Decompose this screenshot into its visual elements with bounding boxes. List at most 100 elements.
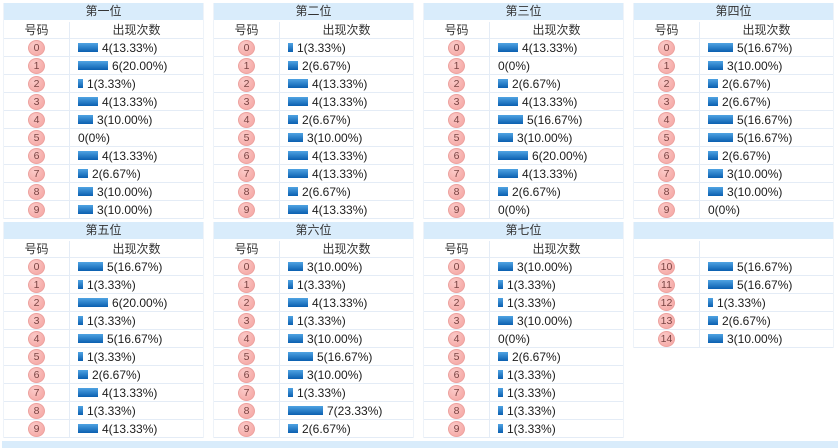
table-title: 第六位: [214, 222, 413, 241]
number-cell: 8: [424, 183, 490, 200]
table-row: 9 0(0%): [424, 201, 623, 219]
count-cell: 3(10.00%): [70, 111, 203, 128]
number-ball: 3: [238, 312, 255, 329]
frequency-bar-icon: [498, 406, 503, 415]
table-row: 0 5(16.67%): [634, 39, 833, 57]
number-ball: 2: [448, 75, 465, 92]
frequency-label: 3(10.00%): [727, 58, 783, 73]
number-cell: 3: [424, 93, 490, 110]
count-cell: 5(16.67%): [700, 258, 833, 275]
table-row: 6 6(20.00%): [424, 147, 623, 165]
frequency-label: 3(10.00%): [727, 184, 783, 199]
frequency-bar-icon: [288, 79, 308, 88]
frequency-bar-icon: [708, 133, 733, 142]
frequency-label: 3(10.00%): [517, 313, 573, 328]
number-ball: 1: [28, 276, 45, 293]
table-row: 6 4(13.33%): [214, 147, 413, 165]
table-row: 1 1(3.33%): [4, 276, 203, 294]
number-ball: 10: [658, 258, 675, 275]
frequency-bar-icon: [288, 151, 308, 160]
table-row: 3 1(3.33%): [4, 312, 203, 330]
number-ball: 2: [448, 294, 465, 311]
number-cell: 4: [4, 330, 70, 347]
number-ball: 5: [28, 129, 45, 146]
number-cell: 4: [4, 111, 70, 128]
number-ball: 3: [658, 93, 675, 110]
count-cell: 1(3.33%): [490, 276, 623, 293]
count-cell: 1(3.33%): [280, 384, 413, 401]
count-cell: 3(10.00%): [280, 366, 413, 383]
table-row: 9 0(0%): [634, 201, 833, 219]
number-cell: 5: [214, 129, 280, 146]
number-cell: 1: [424, 276, 490, 293]
number-cell: 4: [214, 111, 280, 128]
frequency-label: 4(13.33%): [312, 94, 368, 109]
count-cell: 6(20.00%): [70, 57, 203, 74]
table-body: 0 1(3.33%) 1 2(6.67%) 2 4(13.33%) 3 4(13…: [214, 39, 413, 219]
count-cell: 3(10.00%): [280, 129, 413, 146]
frequency-bar-icon: [498, 388, 503, 397]
number-ball: 0: [658, 39, 675, 56]
table-row: 0 3(10.00%): [424, 258, 623, 276]
table-row: 0 1(3.33%): [214, 39, 413, 57]
number-cell: 3: [4, 93, 70, 110]
count-cell: 1(3.33%): [280, 276, 413, 293]
frequency-label: 1(3.33%): [297, 385, 346, 400]
frequency-label: 4(13.33%): [102, 148, 158, 163]
number-cell: 5: [424, 129, 490, 146]
number-cell: 8: [4, 183, 70, 200]
number-cell: 6: [424, 366, 490, 383]
table-header-row: 号码 出现次数: [214, 241, 413, 258]
frequency-label: 6(20.00%): [112, 58, 168, 73]
number-cell: 9: [634, 201, 700, 218]
table-row: 7 3(10.00%): [634, 165, 833, 183]
count-cell: 3(10.00%): [700, 165, 833, 182]
frequency-label: 5(16.67%): [737, 40, 793, 55]
number-ball: 13: [658, 312, 675, 329]
table-row: 6 4(13.33%): [4, 147, 203, 165]
count-cell: 1(3.33%): [70, 402, 203, 419]
number-ball: 6: [28, 366, 45, 383]
count-cell: 4(13.33%): [280, 165, 413, 182]
number-ball: 5: [658, 129, 675, 146]
frequency-bar-icon: [288, 280, 293, 289]
table-row: 7 1(3.33%): [214, 384, 413, 402]
frequency-label: 1(3.33%): [87, 349, 136, 364]
number-ball: 9: [448, 201, 465, 218]
table-body: 10 5(16.67%) 11 5(16.67%) 12 1(3.33%) 13…: [634, 258, 833, 348]
table-row: 6 2(6.67%): [4, 366, 203, 384]
frequency-label: 3(10.00%): [307, 259, 363, 274]
frequency-bar-icon: [498, 133, 513, 142]
number-cell: 8: [214, 402, 280, 419]
number-ball: 7: [448, 165, 465, 182]
count-cell: 1(3.33%): [70, 348, 203, 365]
table-row: 4 5(16.67%): [634, 111, 833, 129]
frequency-label: 1(3.33%): [507, 403, 556, 418]
number-ball: 0: [448, 39, 465, 56]
count-cell: 6(20.00%): [490, 147, 623, 164]
frequency-bar-icon: [78, 79, 83, 88]
table-row: 14 3(10.00%): [634, 330, 833, 348]
number-ball: 3: [28, 312, 45, 329]
number-ball: 6: [448, 366, 465, 383]
frequency-bar-icon: [708, 115, 733, 124]
frequency-bar-icon: [708, 280, 733, 289]
number-ball: 11: [658, 276, 675, 293]
table-row: 6 1(3.33%): [424, 366, 623, 384]
table-row: 9 4(13.33%): [214, 201, 413, 219]
number-cell: 9: [4, 201, 70, 218]
frequency-bar-icon: [498, 316, 513, 325]
frequency-bar-icon: [78, 187, 93, 196]
header-count: 出现次数: [112, 242, 161, 256]
number-ball: 6: [238, 147, 255, 164]
frequency-label: 3(10.00%): [307, 331, 363, 346]
header-count: 出现次数: [532, 242, 581, 256]
count-cell: 1(3.33%): [70, 75, 203, 92]
frequency-table: 第三位 号码 出现次数 0 4(13.33%) 1 0(0%) 2 2(6.67…: [423, 3, 624, 219]
number-ball: 1: [448, 276, 465, 293]
table-title: 第二位: [214, 3, 413, 22]
table-row: 1 2(6.67%): [214, 57, 413, 75]
table-row: 4 3(10.00%): [4, 111, 203, 129]
number-ball: 4: [238, 111, 255, 128]
table-row: 2 1(3.33%): [424, 294, 623, 312]
